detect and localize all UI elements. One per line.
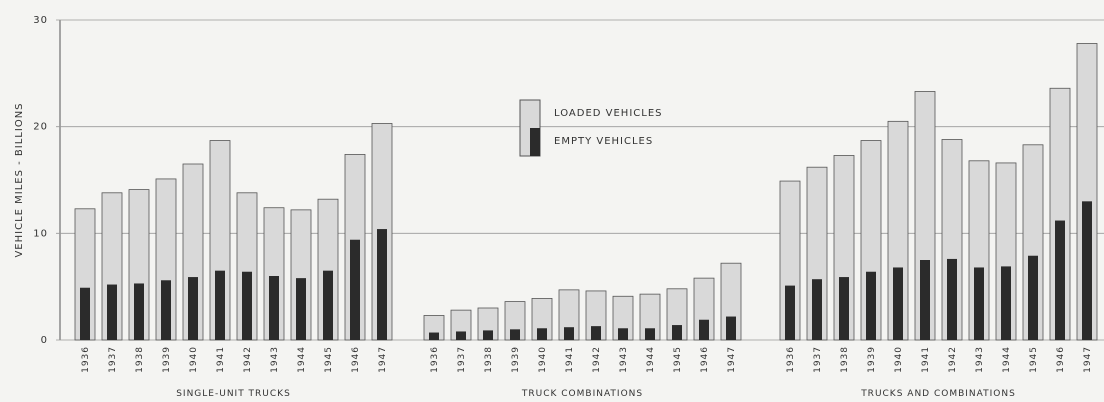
empty-bar [726, 316, 736, 340]
x-tick-label: 1940 [538, 346, 548, 373]
y-axis-label: VEHICLE MILES - BILLIONS [14, 102, 25, 257]
x-tick-label: 1941 [216, 346, 226, 373]
x-tick-label: 1944 [646, 346, 656, 373]
empty-bar [645, 328, 655, 340]
empty-bar [107, 284, 117, 340]
empty-bar [618, 328, 628, 340]
empty-bar [1055, 220, 1065, 340]
empty-bar [699, 319, 709, 340]
x-tick-label: 1937 [457, 346, 467, 373]
legend-label: EMPTY VEHICLES [554, 136, 653, 147]
empty-bar [134, 283, 144, 340]
empty-bar [839, 277, 849, 340]
x-tick-label: 1939 [511, 346, 521, 373]
empty-bar [785, 285, 795, 340]
legend-swatch [530, 128, 540, 156]
x-tick-label: 1936 [81, 346, 91, 373]
empty-bar [564, 327, 574, 340]
empty-bar [866, 271, 876, 340]
empty-bar [974, 267, 984, 340]
empty-bar [188, 277, 198, 340]
empty-bar [947, 258, 957, 340]
x-tick-label: 1940 [189, 346, 199, 373]
empty-bar [161, 280, 171, 340]
y-tick-label: 30 [33, 15, 48, 26]
x-tick-label: 1942 [948, 346, 958, 373]
x-tick-label: 1942 [243, 346, 253, 373]
empty-bar [242, 271, 252, 340]
legend-label: LOADED VEHICLES [554, 108, 663, 119]
x-tick-label: 1941 [921, 346, 931, 373]
x-tick-label: 1939 [162, 346, 172, 373]
x-tick-label: 1937 [108, 346, 118, 373]
empty-bar [350, 239, 360, 340]
x-tick-label: 1946 [700, 346, 710, 373]
x-tick-label: 1944 [1002, 346, 1012, 373]
empty-bar [296, 278, 306, 340]
empty-bar [1028, 255, 1038, 340]
x-tick-label: 1941 [565, 346, 575, 373]
x-tick-label: 1943 [975, 346, 985, 373]
x-tick-label: 1942 [592, 346, 602, 373]
group-label: TRUCK COMBINATIONS [521, 389, 643, 399]
empty-bar [672, 325, 682, 340]
empty-bar [429, 332, 439, 340]
empty-bar [510, 329, 520, 340]
x-tick-label: 1936 [430, 346, 440, 373]
x-tick-label: 1938 [135, 346, 145, 373]
x-tick-label: 1938 [840, 346, 850, 373]
x-tick-label: 1938 [484, 346, 494, 373]
empty-bar [591, 326, 601, 340]
empty-bar [1082, 201, 1092, 340]
empty-bar [269, 276, 279, 340]
x-tick-label: 1946 [1056, 346, 1066, 373]
y-tick-label: 20 [33, 122, 48, 133]
y-tick-label: 10 [33, 228, 48, 239]
empty-bar [323, 270, 333, 340]
x-tick-label: 1944 [297, 346, 307, 373]
empty-bar [456, 331, 466, 340]
x-tick-label: 1943 [619, 346, 629, 373]
empty-bar [920, 260, 930, 340]
x-tick-label: 1945 [1029, 346, 1039, 373]
empty-bar [215, 270, 225, 340]
x-tick-label: 1947 [1083, 346, 1093, 373]
x-tick-label: 1940 [894, 346, 904, 373]
empty-bar [812, 279, 822, 340]
x-tick-label: 1947 [378, 346, 388, 373]
group-label: SINGLE-UNIT TRUCKS [176, 389, 291, 399]
x-tick-label: 1943 [270, 346, 280, 373]
y-tick-label: 0 [41, 335, 48, 346]
x-tick-label: 1945 [324, 346, 334, 373]
group-label: TRUCKS AND COMBINATIONS [860, 389, 1016, 399]
empty-bar [483, 330, 493, 340]
x-tick-label: 1945 [673, 346, 683, 373]
empty-bar [893, 267, 903, 340]
empty-bar [377, 229, 387, 340]
x-tick-label: 1946 [351, 346, 361, 373]
x-tick-label: 1947 [727, 346, 737, 373]
empty-bar [1001, 266, 1011, 340]
empty-bar [80, 287, 90, 340]
empty-bar [537, 328, 547, 340]
x-tick-label: 1937 [813, 346, 823, 373]
x-tick-label: 1939 [867, 346, 877, 373]
x-tick-label: 1936 [786, 346, 796, 373]
